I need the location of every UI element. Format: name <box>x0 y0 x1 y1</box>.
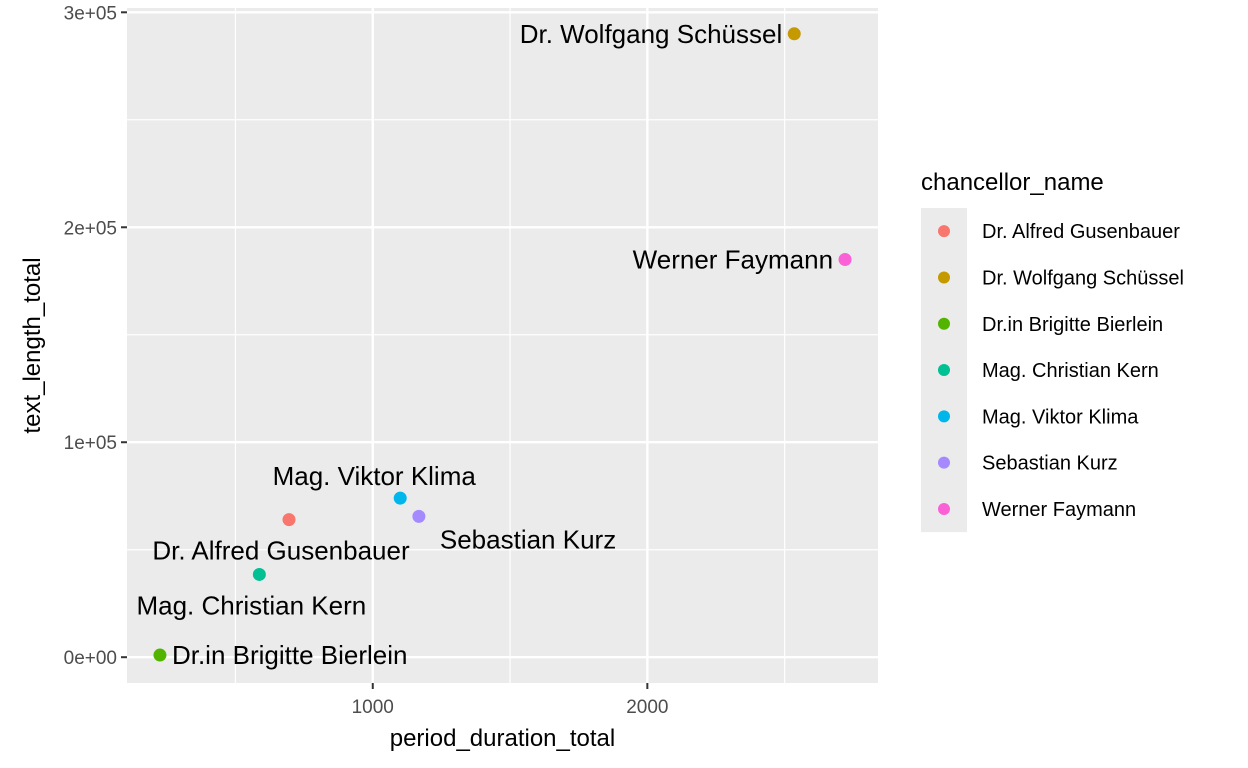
data-point <box>838 253 852 267</box>
legend-key <box>938 410 950 423</box>
data-point-label: Sebastian Kurz <box>440 524 616 554</box>
data-point <box>252 567 266 581</box>
data-point-labels: Dr. Alfred Gusenbauer Dr. Wolfgang Schüss… <box>136 19 833 670</box>
y-tick-label: 1e+05 <box>64 433 117 454</box>
x-tick-label: 2000 <box>626 697 668 718</box>
data-point-label: Dr.in Brigitte Bierlein <box>172 640 408 670</box>
legend-key <box>938 502 950 515</box>
y-axis: 0e+00 1e+05 2e+05 3e+05 <box>64 3 127 669</box>
minor-gridlines <box>127 8 878 683</box>
x-axis-title: period_duration_total <box>390 725 616 752</box>
legend-label: Werner Faymann <box>982 499 1136 521</box>
data-point-label: Werner Faymann <box>633 245 833 275</box>
data-point <box>153 648 167 662</box>
legend-key <box>938 317 950 330</box>
x-axis: 1000 2000 <box>352 683 668 718</box>
legend-label: Mag. Viktor Klima <box>982 406 1139 428</box>
major-gridlines <box>127 8 878 683</box>
legend-title: chancellor_name <box>921 169 1104 196</box>
legend-label: Dr. Alfred Gusenbauer <box>982 221 1180 243</box>
x-tick-label: 1000 <box>352 697 394 718</box>
y-tick-label: 2e+05 <box>64 218 117 239</box>
legend-key <box>938 456 950 469</box>
legend: chancellor_name Dr. Alfred GusenbauerDr.… <box>921 169 1184 533</box>
y-axis-title: text_length_total <box>19 257 46 433</box>
data-point <box>282 513 296 527</box>
legend-key <box>938 271 950 284</box>
data-point <box>412 509 426 523</box>
y-tick-label: 3e+05 <box>64 3 117 24</box>
data-point-label: Dr. Wolfgang Schüssel <box>520 19 783 49</box>
legend-key <box>938 364 950 377</box>
legend-entries: Dr. Alfred Gusenbauer Dr. Wolfgang Schüss… <box>938 221 1184 521</box>
data-point <box>393 491 407 505</box>
data-point <box>787 27 801 41</box>
legend-key <box>938 225 950 238</box>
data-point-label: Mag. Christian Kern <box>136 590 366 620</box>
data-point-label: Mag. Viktor Klima <box>273 461 477 491</box>
legend-label: Dr. Wolfgang Schüssel <box>982 267 1184 289</box>
legend-label: Sebastian Kurz <box>982 453 1118 475</box>
data-points <box>153 27 852 662</box>
legend-label: Mag. Christian Kern <box>982 360 1159 382</box>
data-point-label: Dr. Alfred Gusenbauer <box>152 536 410 566</box>
legend-label: Dr.in Brigitte Bierlein <box>982 314 1163 336</box>
y-tick-label: 0e+00 <box>64 648 117 669</box>
plot-panel <box>127 8 878 683</box>
